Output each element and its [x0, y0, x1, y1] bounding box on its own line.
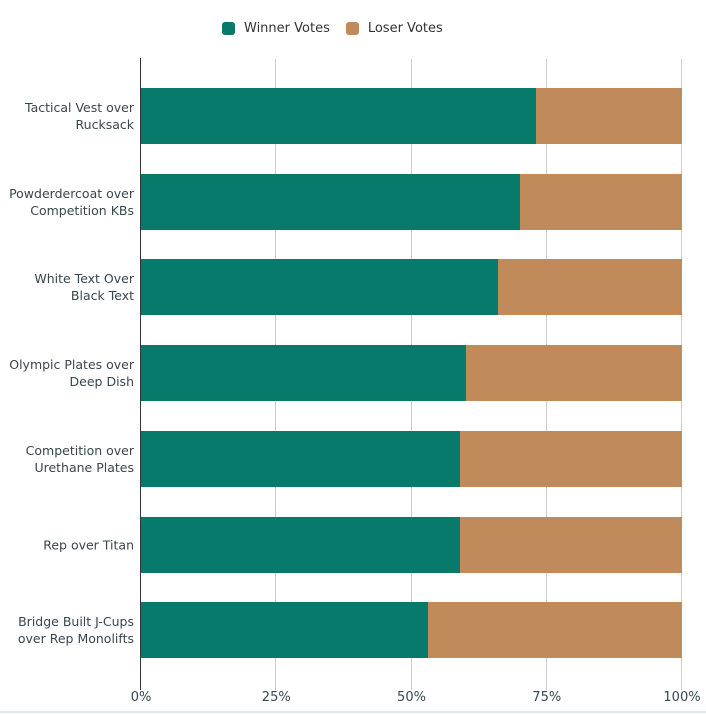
legend-swatch-icon	[345, 22, 359, 35]
x-tick-label: 100%	[663, 690, 701, 705]
bar-segment-winner[interactable]	[141, 173, 520, 230]
bar-segment-loser[interactable]	[465, 345, 682, 402]
bar-row	[141, 259, 682, 316]
y-axis-line	[140, 58, 141, 690]
x-tick-label: 25%	[261, 690, 291, 705]
bar-segment-loser[interactable]	[460, 516, 682, 573]
bar-row	[141, 345, 682, 402]
category-label: White Text Over Black Text	[34, 271, 134, 304]
chart-bottom-border	[0, 711, 706, 713]
bar-segment-winner[interactable]	[141, 430, 461, 487]
category-label: Bridge Built J-Cups over Rep Monolifts	[17, 614, 134, 647]
bar-row	[141, 430, 682, 487]
legend-item-loser-votes[interactable]: Loser Votes	[345, 21, 443, 36]
category-label: Powderdercoat over Competition KBs	[9, 185, 134, 218]
bar-segment-loser[interactable]	[498, 259, 682, 316]
bar-segment-winner[interactable]	[141, 602, 428, 659]
bar-segment-loser[interactable]	[535, 88, 682, 144]
bar-row	[141, 602, 682, 659]
bar-segment-winner[interactable]	[141, 259, 499, 316]
category-label: Rep over Titan	[43, 537, 134, 553]
legend-label: Winner Votes	[244, 21, 330, 36]
bar-row	[141, 516, 682, 573]
category-axis: Tactical Vest over Rucksack Powderdercoat…	[0, 0, 134, 714]
category-label: Tactical Vest over Rucksack	[25, 100, 134, 132]
legend-swatch-icon	[222, 22, 235, 35]
x-tick-label: 75%	[532, 690, 562, 705]
bar-segment-winner[interactable]	[141, 345, 466, 402]
plot-area	[141, 59, 682, 690]
legend-label: Loser Votes	[367, 21, 443, 36]
bar-row	[141, 88, 682, 144]
bar-segment-winner[interactable]	[141, 88, 536, 144]
bar-segment-loser[interactable]	[519, 173, 682, 230]
bar-row	[141, 173, 682, 230]
x-tick-label: 0%	[130, 690, 152, 705]
bar-segment-loser[interactable]	[427, 602, 682, 659]
legend: Winner Votes Loser Votes	[222, 21, 459, 36]
category-label: Olympic Plates over Deep Dish	[9, 357, 134, 390]
legend-item-winner-votes[interactable]: Winner Votes	[222, 21, 330, 36]
bar-segment-loser[interactable]	[460, 430, 682, 487]
bar-segment-winner[interactable]	[141, 516, 461, 573]
category-label: Competition over Urethane Plates	[25, 442, 134, 475]
x-tick-label: 50%	[397, 690, 426, 705]
